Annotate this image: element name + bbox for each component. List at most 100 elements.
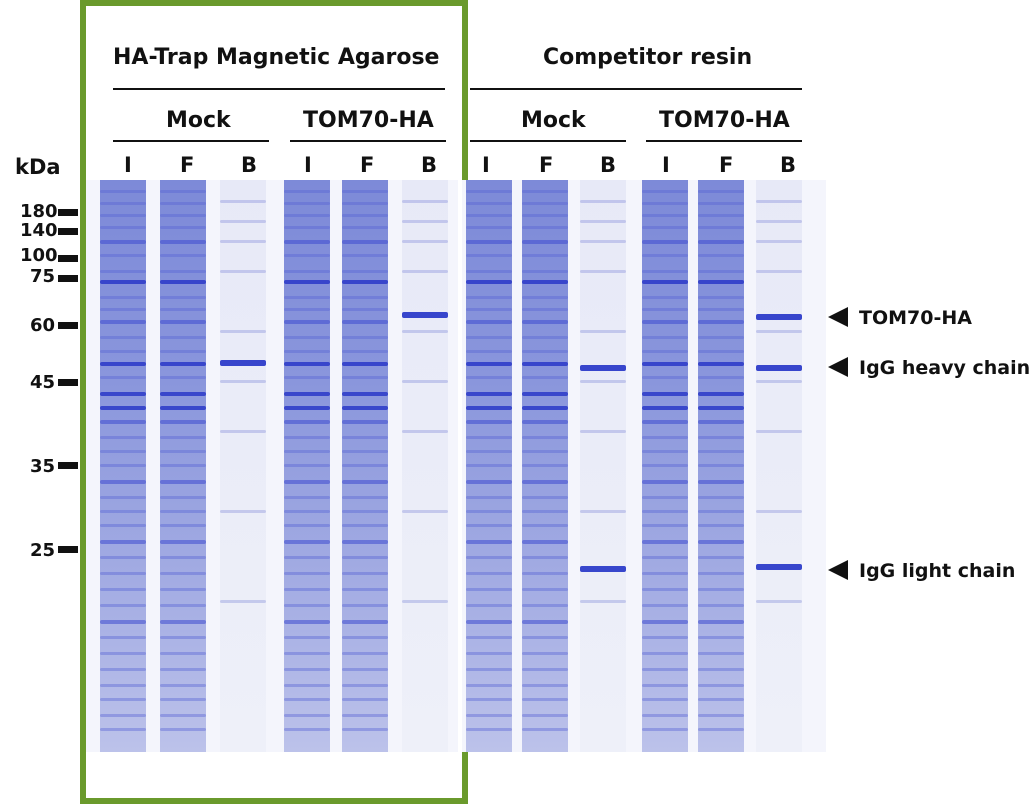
gel-band: [698, 270, 744, 273]
gel-band: [522, 496, 568, 499]
gel-band: [522, 308, 568, 311]
gel-band: [698, 202, 744, 205]
gel-band: [100, 280, 146, 284]
gel-band: [342, 524, 388, 527]
lane-label: B: [780, 153, 797, 177]
gel-band: [160, 604, 206, 607]
gel-band: [342, 684, 388, 687]
gel-band: [160, 464, 206, 467]
gel-band: [522, 652, 568, 655]
gel-band: [642, 296, 688, 299]
gel-band: [580, 510, 626, 513]
gel-band: [642, 420, 688, 424]
gel-band: [642, 464, 688, 467]
gel-band: [284, 540, 330, 544]
gel-band: [466, 270, 512, 273]
gel-band: [160, 556, 206, 559]
gel-image-left: [86, 180, 458, 752]
gel-band: [580, 430, 626, 433]
gel-band: [522, 420, 568, 424]
gel-band: [100, 668, 146, 671]
gel-band: [642, 450, 688, 453]
gel-band: [402, 220, 448, 223]
gel-band: [160, 320, 206, 324]
lane-label: F: [180, 153, 195, 177]
annotation-arrow: [828, 560, 848, 580]
gel-band: [698, 668, 744, 671]
gel-band: [284, 436, 330, 439]
subgroup-label: TOM70-HA: [659, 108, 790, 133]
gel-band: [160, 280, 206, 284]
gel-band: [160, 362, 206, 366]
subgroup-label: Mock: [521, 108, 586, 133]
gel-band: [284, 420, 330, 424]
gel-band: [698, 420, 744, 424]
gel-band: [100, 436, 146, 439]
gel-band: [466, 436, 512, 439]
gel-band: [100, 556, 146, 559]
gel-band: [756, 430, 802, 433]
gel-band: [160, 652, 206, 655]
gel-band: [342, 510, 388, 513]
gel-band: [466, 620, 512, 624]
gel-band: [466, 420, 512, 424]
gel-band: [100, 240, 146, 244]
gel-band: [466, 636, 512, 639]
gel-band: [756, 330, 802, 333]
gel-band: [100, 254, 146, 257]
marker-label: 60: [30, 315, 56, 336]
gel-band: [160, 636, 206, 639]
gel-band: [342, 190, 388, 193]
gel-lane: [100, 180, 146, 752]
gel-band: [284, 636, 330, 639]
lane-label: F: [539, 153, 554, 177]
gel-band: [220, 430, 266, 433]
gel-band: [642, 254, 688, 257]
lane-label: B: [241, 153, 258, 177]
gel-lane: [220, 180, 266, 752]
gel-band: [284, 202, 330, 205]
gel-band: [100, 714, 146, 717]
gel-lane: [466, 180, 512, 752]
gel-lane: [580, 180, 626, 752]
gel-band: [160, 714, 206, 717]
gel-band: [100, 684, 146, 687]
gel-band-highlight: [580, 566, 626, 572]
gel-band: [342, 540, 388, 544]
gel-band: [402, 270, 448, 273]
gel-band: [522, 214, 568, 217]
gel-band: [160, 296, 206, 299]
gel-band: [160, 254, 206, 257]
gel-band: [160, 202, 206, 205]
gel-band: [284, 588, 330, 591]
gel-band: [342, 480, 388, 484]
gel-band: [522, 376, 568, 379]
gel-band: [342, 296, 388, 299]
gel-band: [342, 392, 388, 396]
gel-band: [342, 254, 388, 257]
gel-band: [698, 524, 744, 527]
gel-band: [522, 362, 568, 366]
gel-band: [160, 728, 206, 731]
gel-band: [160, 240, 206, 244]
gel-band: [756, 380, 802, 383]
lane-label: I: [662, 153, 670, 177]
gel-band: [220, 270, 266, 273]
gel-band: [342, 652, 388, 655]
gel-band: [522, 406, 568, 410]
gel-band: [284, 254, 330, 257]
gel-band: [160, 620, 206, 624]
gel-band: [466, 336, 512, 339]
marker-bar: [58, 228, 78, 235]
gel-band: [756, 510, 802, 513]
gel-band: [402, 330, 448, 333]
gel-band: [342, 214, 388, 217]
gel-band: [466, 540, 512, 544]
lane-label: F: [719, 153, 734, 177]
gel-band: [698, 620, 744, 624]
gel-band: [284, 320, 330, 324]
gel-band: [698, 376, 744, 379]
gel-band: [160, 572, 206, 575]
annotation-arrow: [828, 357, 848, 377]
gel-band: [100, 698, 146, 701]
